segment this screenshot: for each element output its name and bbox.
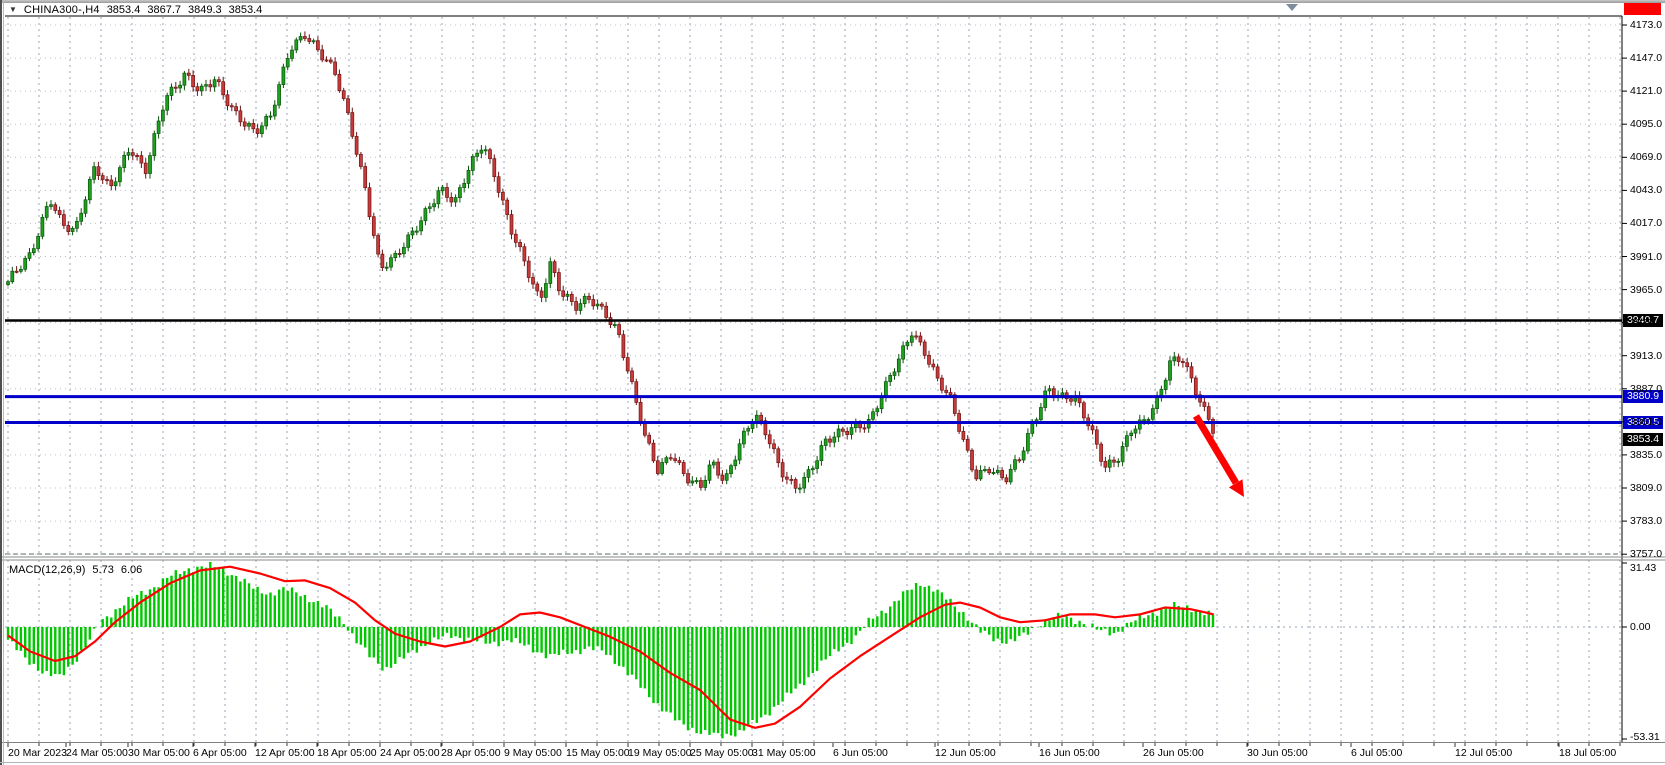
time-tick-label: 12 Apr 05:00: [255, 747, 315, 759]
window-top-edge: [0, 0, 1665, 3]
time-tick-label: 6 Jun 05:00: [833, 747, 888, 759]
price-tick-label: 4173.0: [1630, 19, 1663, 31]
quote-bar[interactable]: ▼ CHINA300-,H4 3853.4 3867.7 3849.3 3853…: [9, 3, 262, 16]
macd-histogram-series: [6, 561, 1215, 739]
time-tick-label: 30 Mar 05:00: [128, 747, 190, 759]
time-tick-label: 18 Jul 05:00: [1559, 747, 1617, 759]
price-tick-label: 3835.0: [1630, 448, 1663, 461]
price-tick-label: 3783.0: [1630, 515, 1663, 528]
macd-signal-line: [7, 565, 1214, 729]
price-tick-label: 3939.0: [1630, 316, 1663, 329]
price-tick-label: 4017.0: [1630, 217, 1663, 230]
macd-name: MACD(12,26,9): [9, 564, 86, 576]
price-tick-label: 3965.0: [1630, 283, 1663, 296]
macd-tick-label: 0.00: [1630, 621, 1651, 633]
macd-tick-label: 31.43: [1630, 562, 1657, 574]
time-tick-label: 26 Jun 05:00: [1143, 747, 1204, 759]
price-tick-label: 3861.0: [1630, 415, 1663, 428]
time-tick-label: 15 May 05:00: [566, 747, 630, 759]
window-left-edge: [0, 0, 2, 765]
price-tick-label: 3887.0: [1630, 382, 1663, 395]
time-tick-label: 28 Apr 05:00: [441, 747, 501, 759]
time-tick-label: 16 Jun 05:00: [1039, 747, 1100, 759]
time-tick-label: 19 May 05:00: [628, 747, 692, 759]
macd-signal-value: 6.06: [120, 564, 143, 576]
quote-low: 3849.3: [188, 3, 222, 16]
chart-shift-marker-icon[interactable]: [1286, 4, 1298, 11]
current-price-badge: 3853.4: [1623, 432, 1663, 446]
macd-indicator-label: MACD(12,26,9) 5.73 6.06: [9, 564, 142, 576]
quote-close: 3853.4: [228, 3, 263, 16]
annotation-red-box[interactable]: [1624, 3, 1661, 15]
time-tick-label: 31 May 05:00: [752, 747, 816, 759]
symbol-timeframe-label: CHINA300-,H4: [23, 3, 100, 16]
time-tick-label: 6 Apr 05:00: [193, 747, 247, 759]
level-price-badge-black: 3940.7: [1623, 313, 1663, 327]
time-tick-label: 20 Mar 2023: [8, 747, 67, 759]
symbol-dropdown-icon[interactable]: ▼: [9, 5, 17, 14]
time-tick-label: 24 Apr 05:00: [380, 747, 440, 759]
time-tick-label: 9 May 05:00: [504, 747, 562, 759]
time-tick-label: 6 Jul 05:00: [1351, 747, 1403, 759]
price-tick-label: 4043.0: [1630, 184, 1663, 197]
time-tick-label: 12 Jun 05:00: [935, 747, 996, 759]
price-tick-label: 3991.0: [1630, 250, 1663, 263]
macd-tick-label: -53.31: [1630, 731, 1660, 743]
window-left-edge-highlight: [3, 0, 4, 765]
quote-high: 3867.7: [147, 3, 181, 16]
price-tick-label: 3913.0: [1630, 349, 1663, 362]
time-tick-label: 30 Jun 05:00: [1247, 747, 1308, 759]
window-bottom-edge: [0, 762, 1665, 763]
level-price-badge-blue-upper: 3880.9: [1623, 390, 1663, 404]
price-tick-label: 4121.0: [1630, 85, 1663, 98]
price-tick-label: 4095.0: [1630, 118, 1663, 131]
price-tick-label: 3757.0: [1630, 548, 1663, 561]
annotation-arrow-down: [1192, 414, 1244, 497]
time-tick-label: 24 Mar 05:00: [66, 747, 128, 759]
time-tick-label: 12 Jul 05:00: [1455, 747, 1513, 759]
quote-open: 3853.4: [106, 3, 141, 16]
macd-main-value: 5.73: [92, 564, 114, 576]
candlestick-series: [6, 31, 1215, 494]
level-price-badge-blue-lower: 3860.5: [1623, 416, 1663, 429]
price-tick-label: 3809.0: [1630, 482, 1663, 494]
time-tick-label: 18 Apr 05:00: [317, 747, 377, 759]
time-tick-label: 25 May 05:00: [690, 747, 754, 759]
price-tick-label: 4069.0: [1630, 151, 1663, 164]
price-tick-label: 4147.0: [1630, 52, 1663, 65]
